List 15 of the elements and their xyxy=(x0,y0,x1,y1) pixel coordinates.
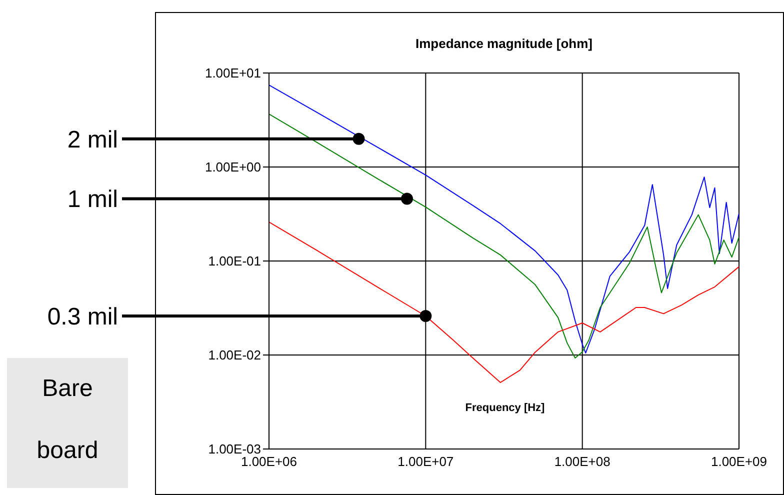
y-tick-label: 1.00E-01 xyxy=(208,254,261,269)
x-tick-label: 1.00E+07 xyxy=(398,454,454,470)
chart-title: Impedance magnitude [ohm] xyxy=(414,36,594,51)
x-axis-title: Frequency [Hz] xyxy=(464,402,546,414)
annotation: 1 mil xyxy=(67,186,118,214)
x-tick-label: 1.00E+09 xyxy=(710,454,768,470)
annotation: 2 mil xyxy=(67,126,118,154)
text: Bare board xyxy=(36,375,98,464)
y-tick-label: 1.00E+00 xyxy=(204,160,261,175)
annotation: 0.3 mil xyxy=(47,303,118,330)
x-tick-label: 1.00E+06 xyxy=(240,454,298,470)
y-tick-label: 1.00E-02 xyxy=(208,348,261,363)
y-tick-label: 1.00E+01 xyxy=(204,66,261,81)
x-tick-label: 1.00E+08 xyxy=(554,454,610,470)
y-tick-label: 1.00E-03 xyxy=(208,442,261,457)
